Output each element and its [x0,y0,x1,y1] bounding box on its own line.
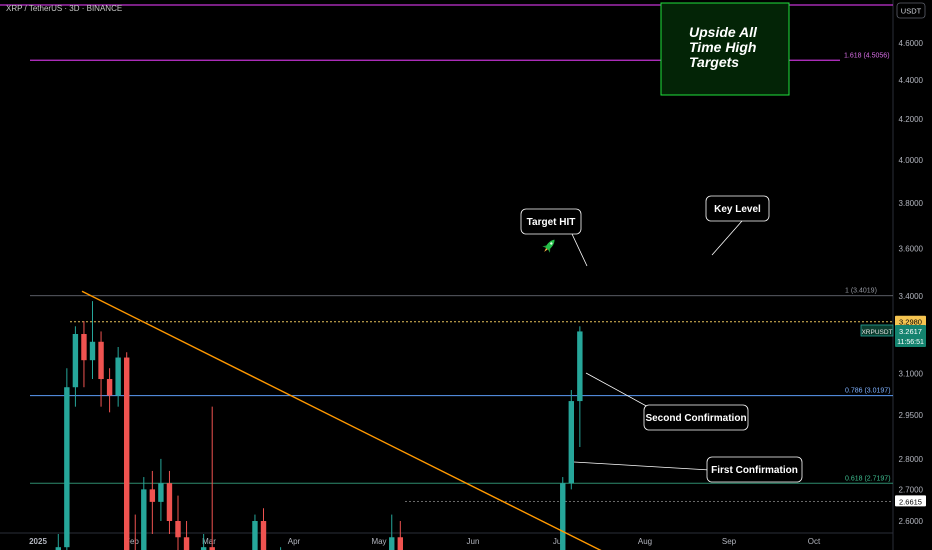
callout-box [706,456,803,483]
callout-box [705,195,770,222]
y-tick-label: 3.1000 [899,370,924,379]
candle [175,520,181,538]
y-tick-label: 3.6000 [899,244,924,253]
candle [200,547,207,550]
chart-title: XRP / TetherUS · 3D · BINANCE [6,4,123,13]
y-tick-label: 2.7000 [899,485,924,494]
fib-level-label: 1.618 (4.5056) [844,52,890,59]
callout-first-confirmation: First Confirmation [573,456,803,483]
trendline [81,290,602,550]
candle [577,331,583,402]
countdown-text: 11:56:51 [897,339,924,346]
x-tick-label: Oct [808,537,821,546]
callout-text: Second Confirmation [645,413,746,424]
callout-pointer [585,372,651,409]
fib-level-label: 0.786 (3.0197) [845,388,891,395]
callout-key-level: Key Level [705,195,770,256]
candle [149,489,156,502]
y-tick-label: 4.4000 [899,76,924,85]
target-box-rect [660,2,790,96]
candle [55,547,61,550]
candle [166,483,173,521]
rocket-icon [542,239,555,253]
candle [124,357,130,550]
y-tick-label: 4.2000 [899,115,924,124]
candle [72,334,79,388]
price-tag-current [895,324,926,347]
price-tag-level [895,495,926,507]
candle [141,489,147,550]
currency-button[interactable] [896,2,926,19]
callout-text: First Confirmation [711,465,798,476]
callout-pointer [711,220,743,256]
currency-button-label: USDT [901,7,922,16]
target-box-line: Targets [689,54,739,70]
candle [560,483,566,550]
candle [397,537,403,550]
candle [98,341,104,380]
x-tick-label: Feb [125,537,139,546]
candle [106,379,113,396]
price-tag-target [895,315,926,327]
callout-text: Key Level [714,204,761,215]
x-tick-label: Jul [553,537,563,546]
price-tag-text: 3.2980 [899,318,922,327]
x-tick-label: Apr [288,537,301,546]
candle [81,334,87,361]
y-tick-label: 2.8000 [899,455,924,464]
callout-pointer [571,233,588,267]
symbol-tag-text: XRPUSDT [861,329,892,336]
x-tick-label: Sep [722,537,737,546]
candle [260,520,267,550]
target-box-line: Time High [689,39,756,55]
y-tick-label: 4.6000 [899,39,924,48]
price-tag-text: 3.2617 [899,327,922,336]
price-tag-text: 2.6615 [899,497,922,506]
y-tick-label: 2.9500 [899,411,924,420]
fib-level-label: 0.618 (2.7197) [845,475,891,482]
candle [183,537,190,550]
callout-pointer [573,461,711,471]
callout-box [520,208,582,235]
callout-second-confirmation: Second Confirmation [585,372,749,431]
y-tick-label: 3.8000 [899,199,924,208]
candle [389,537,395,550]
target-box-line: Upside All [689,24,758,40]
y-tick-label: 2.6000 [899,517,924,526]
x-tick-label: Aug [638,537,652,546]
callout-target-hit: Target HIT [520,208,588,267]
candle [89,341,96,361]
callout-box [643,404,749,431]
candle [158,483,164,502]
price-axis-panel [893,0,932,550]
x-tick-label: May [371,537,386,546]
candle [115,357,121,396]
candle [252,520,258,550]
candle [209,547,215,550]
y-tick-label: 3.4000 [899,292,924,301]
candle [64,387,70,548]
fib-level-label: 1 (3.4019) [845,288,877,295]
y-tick-label: 4.0000 [899,156,924,165]
x-tick-label: Mar [202,537,216,546]
candle [568,401,574,484]
symbol-tag [860,324,894,337]
callout-text: Target HIT [527,217,576,228]
x-tick-label: 2025 [29,537,47,546]
x-tick-label: Jun [467,537,480,546]
